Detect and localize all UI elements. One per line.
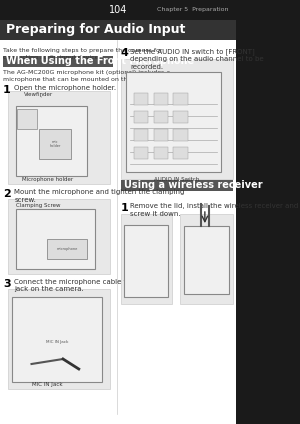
Text: Remove the lid, install the wireless receiver and
screw it down.: Remove the lid, install the wireless rec… [130, 203, 298, 217]
Bar [154, 147, 168, 159]
Bar [3, 56, 113, 67]
Text: Connect the microphone cable to the MIC IN
jack on the camera.: Connect the microphone cable to the MIC … [14, 279, 169, 293]
Bar [8, 91, 110, 184]
Bar [134, 147, 148, 159]
Text: AUDIO IN Switch: AUDIO IN Switch [154, 177, 199, 182]
Bar [173, 129, 188, 141]
Text: microphone: microphone [56, 247, 78, 251]
Text: Clamping Screw: Clamping Screw [16, 203, 60, 208]
Bar [0, 0, 236, 20]
Bar [134, 93, 148, 105]
Bar [47, 239, 87, 259]
Text: Open the microphone holder.: Open the microphone holder. [14, 85, 116, 91]
Text: 4: 4 [121, 48, 128, 58]
Text: MIC IN Jack: MIC IN Jack [32, 382, 63, 387]
Bar [134, 111, 148, 123]
Text: Mount the microphone and tighten the clamping
screw.: Mount the microphone and tighten the cla… [14, 189, 184, 203]
Bar [12, 297, 102, 382]
Bar [121, 214, 172, 304]
Bar [8, 199, 110, 274]
Bar [180, 214, 233, 304]
Bar [173, 111, 188, 123]
Text: The AG-MC200G microphone kit (optional) includes a
microphone that can be mounte: The AG-MC200G microphone kit (optional) … [3, 70, 170, 81]
Bar [154, 129, 168, 141]
Text: 104: 104 [109, 5, 128, 15]
Text: mic
holder: mic holder [50, 139, 61, 148]
Bar [126, 72, 220, 172]
Bar [154, 93, 168, 105]
Text: Using a wireless receiver: Using a wireless receiver [124, 181, 262, 190]
Bar [121, 59, 233, 179]
Bar [154, 111, 168, 123]
Text: Preparing for Audio Input: Preparing for Audio Input [6, 23, 186, 36]
Text: When Using the Front Microphone: When Using the Front Microphone [6, 56, 194, 67]
Bar [16, 106, 87, 176]
Text: Chapter 5  Preparation: Chapter 5 Preparation [157, 8, 229, 12]
Bar [134, 129, 148, 141]
Bar [39, 129, 71, 159]
Text: 1: 1 [3, 85, 11, 95]
Text: 2: 2 [3, 189, 11, 199]
Bar [121, 180, 233, 191]
Bar [0, 20, 236, 40]
Text: Set the AUDIO IN switch to [FRONT]
depending on the audio channel to be
recorded: Set the AUDIO IN switch to [FRONT] depen… [130, 48, 264, 70]
Text: Microphone holder: Microphone holder [22, 177, 73, 182]
Bar [184, 226, 229, 294]
Text: MIC IN Jack: MIC IN Jack [46, 340, 68, 344]
Text: 3: 3 [3, 279, 11, 289]
Bar [124, 225, 168, 297]
Bar [16, 209, 95, 269]
Text: Take the following steps to prepare the camera for
connecting audio input device: Take the following steps to prepare the … [3, 48, 163, 60]
Bar [8, 289, 110, 389]
Bar [17, 109, 37, 129]
Text: 1: 1 [121, 203, 128, 213]
Text: Viewfinder: Viewfinder [24, 92, 53, 97]
Bar [173, 93, 188, 105]
Bar [173, 147, 188, 159]
